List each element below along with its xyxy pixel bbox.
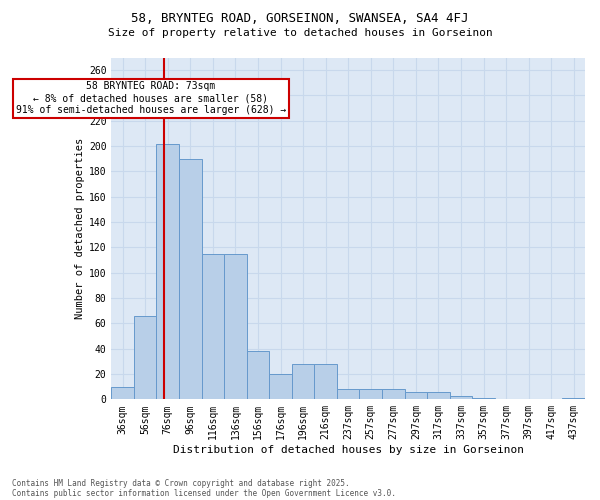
Text: Contains HM Land Registry data © Crown copyright and database right 2025.: Contains HM Land Registry data © Crown c… bbox=[12, 478, 350, 488]
Bar bbox=[449, 396, 472, 400]
Bar bbox=[472, 398, 495, 400]
Bar bbox=[112, 386, 134, 400]
X-axis label: Distribution of detached houses by size in Gorseinon: Distribution of detached houses by size … bbox=[173, 445, 524, 455]
Y-axis label: Number of detached properties: Number of detached properties bbox=[75, 138, 85, 319]
Bar bbox=[224, 254, 247, 400]
Bar bbox=[134, 316, 157, 400]
Bar bbox=[314, 364, 337, 400]
Bar bbox=[269, 374, 292, 400]
Text: 58, BRYNTEG ROAD, GORSEINON, SWANSEA, SA4 4FJ: 58, BRYNTEG ROAD, GORSEINON, SWANSEA, SA… bbox=[131, 12, 469, 26]
Bar bbox=[292, 364, 314, 400]
Bar bbox=[247, 351, 269, 400]
Bar bbox=[427, 392, 449, 400]
Bar bbox=[157, 144, 179, 400]
Bar bbox=[337, 389, 359, 400]
Bar bbox=[359, 389, 382, 400]
Text: Size of property relative to detached houses in Gorseinon: Size of property relative to detached ho… bbox=[107, 28, 493, 38]
Bar bbox=[202, 254, 224, 400]
Bar bbox=[382, 389, 404, 400]
Bar bbox=[562, 398, 585, 400]
Text: Contains public sector information licensed under the Open Government Licence v3: Contains public sector information licen… bbox=[12, 488, 396, 498]
Bar bbox=[404, 392, 427, 400]
Text: 58 BRYNTEG ROAD: 73sqm
← 8% of detached houses are smaller (58)
91% of semi-deta: 58 BRYNTEG ROAD: 73sqm ← 8% of detached … bbox=[16, 82, 286, 114]
Bar bbox=[179, 159, 202, 400]
